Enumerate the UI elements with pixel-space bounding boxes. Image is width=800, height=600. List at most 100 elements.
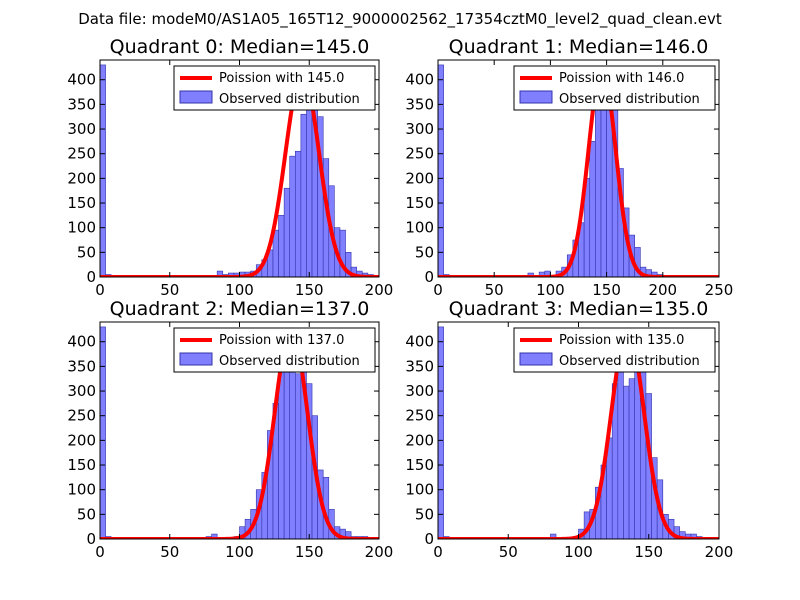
subplot-quadrant-3: Quadrant 3: Median=135.0 0 50 100 150 200 0 50 1… [405, 298, 733, 561]
y-tick-label: 50 [415, 505, 434, 523]
subplot-title: Quadrant 0: Median=145.0 [110, 36, 370, 58]
x-tick-label: 50 [160, 543, 179, 561]
legend-bar-label: Observed distribution [219, 92, 360, 107]
legend-bar-swatch [179, 352, 213, 366]
legend: Poission with 135.0 Observed distribution [513, 327, 716, 373]
legend-bar-swatch [179, 90, 213, 104]
histogram-bar [623, 385, 630, 539]
y-tick-label: 100 [405, 219, 434, 237]
y-tick-label: 350 [67, 357, 96, 375]
y-tick-label: 400 [405, 333, 434, 351]
legend: Poission with 145.0 Observed distribution [173, 65, 376, 111]
y-tick-label: 100 [67, 219, 96, 237]
y-tick-label: 350 [67, 95, 96, 113]
y-tick-label: 250 [405, 145, 434, 163]
y-tick-label: 150 [67, 456, 96, 474]
subplot-quadrant-1: Quadrant 1: Median=146.0 0 50 100 150 200 250 0… [405, 36, 733, 299]
y-tick-label: 0 [86, 530, 96, 548]
y-tick-label: 350 [405, 95, 434, 113]
histogram-bar [617, 353, 624, 539]
legend-bar-label: Observed distribution [559, 354, 700, 369]
y-tick-label: 400 [67, 71, 96, 89]
y-tick-label: 50 [77, 243, 96, 261]
y-tick-label: 150 [405, 456, 434, 474]
legend-line-label: Poission with 135.0 [559, 333, 684, 348]
y-tick-label: 250 [67, 407, 96, 425]
y-tick-label: 150 [405, 194, 434, 212]
histogram-bar [100, 64, 106, 277]
subplot-title: Quadrant 3: Median=135.0 [449, 298, 709, 320]
histogram-bar [345, 531, 352, 539]
y-tick-label: 200 [405, 169, 434, 187]
x-tick-label: 200 [365, 281, 394, 299]
x-tick-label: 50 [499, 543, 518, 561]
histogram-bar [628, 378, 636, 539]
legend-box [173, 327, 376, 373]
y-tick-label: 400 [67, 333, 96, 351]
y-tick-label: 200 [67, 169, 96, 187]
histogram-bar [294, 150, 302, 277]
x-tick-label: 200 [365, 543, 394, 561]
legend: Poission with 137.0 Observed distribution [173, 327, 376, 373]
y-tick-label: 300 [405, 120, 434, 138]
x-tick-label: 150 [295, 543, 324, 561]
y-tick-label: 150 [67, 194, 96, 212]
histogram-bar [595, 101, 602, 277]
x-tick-label: 200 [648, 281, 677, 299]
y-tick-label: 100 [405, 481, 434, 499]
x-tick-label: 0 [95, 281, 105, 299]
legend-bar-label: Observed distribution [559, 92, 700, 107]
x-tick-label: 150 [592, 281, 621, 299]
axes-frame [437, 59, 720, 278]
y-tick-label: 300 [67, 120, 96, 138]
x-tick-label: 0 [433, 281, 443, 299]
figure-suptitle: Data file: modeM0/AS1A05_165T12_90000025… [78, 10, 722, 29]
histogram-bar [283, 187, 291, 277]
x-tick-label: 0 [433, 543, 443, 561]
histogram-bar [300, 113, 307, 277]
y-tick-label: 0 [86, 268, 96, 286]
x-tick-label: 100 [225, 281, 254, 299]
histogram-bar [589, 141, 596, 277]
x-tick-label: 100 [536, 281, 565, 299]
legend-bar-swatch [519, 352, 553, 366]
y-tick-label: 200 [405, 431, 434, 449]
x-tick-label: 150 [295, 281, 324, 299]
x-tick-label: 0 [95, 543, 105, 561]
y-tick-label: 200 [67, 431, 96, 449]
subplot-quadrant-2: Quadrant 2: Median=137.0 0 50 100 150 200 0 50 1… [67, 298, 393, 561]
y-tick-label: 0 [424, 530, 434, 548]
x-tick-label: 100 [564, 543, 593, 561]
legend-line-label: Poission with 145.0 [219, 71, 344, 86]
y-tick-label: 50 [415, 243, 434, 261]
poisson-curve [438, 65, 719, 277]
legend: Poission with 146.0 Observed distribution [513, 65, 716, 111]
legend-bar-label: Observed distribution [219, 354, 360, 369]
y-tick-label: 250 [67, 145, 96, 163]
histogram-bar [438, 326, 444, 539]
histogram-bar [289, 155, 296, 277]
subplot-title: Quadrant 1: Median=146.0 [449, 36, 709, 58]
y-tick-label: 350 [405, 357, 434, 375]
subplot-title: Quadrant 2: Median=137.0 [110, 298, 370, 320]
histogram-bar [278, 215, 285, 277]
histogram-bar [345, 252, 352, 277]
subplot-grid: Quadrant 0: Median=145.0 0 50 100 150 200 0 50 1… [67, 36, 733, 561]
y-tick-label: 250 [405, 407, 434, 425]
histogram-bar [438, 64, 444, 277]
y-tick-label: 0 [424, 268, 434, 286]
x-tick-label: 100 [225, 543, 254, 561]
x-tick-label: 50 [160, 281, 179, 299]
histogram-bar [100, 326, 106, 539]
x-tick-label: 50 [485, 281, 504, 299]
y-tick-label: 400 [405, 71, 434, 89]
legend-line-label: Poission with 137.0 [219, 333, 344, 348]
y-tick-label: 100 [67, 481, 96, 499]
y-tick-label: 300 [67, 382, 96, 400]
x-tick-label: 250 [705, 281, 734, 299]
legend-line-label: Poission with 146.0 [559, 71, 684, 86]
x-tick-label: 200 [705, 543, 734, 561]
legend-bar-swatch [519, 90, 553, 104]
x-tick-label: 150 [634, 543, 663, 561]
